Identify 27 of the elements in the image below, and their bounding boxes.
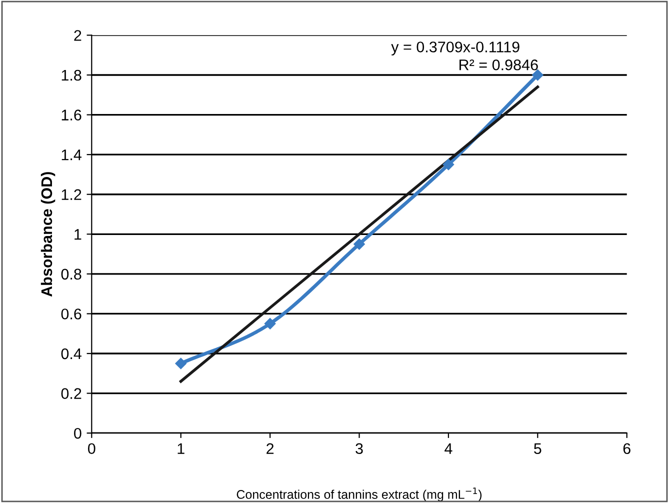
x-tick-label: 2 — [266, 443, 274, 454]
y-tick-label: 0.4 — [61, 348, 82, 360]
x-tick-label: 0 — [88, 443, 96, 454]
point — [175, 358, 186, 370]
annotation: R² = 0.9846 — [460, 59, 538, 70]
point — [532, 69, 544, 81]
y-tick-label: 1 — [74, 229, 82, 240]
x-tick-label: 1 — [178, 443, 184, 454]
point — [264, 318, 276, 330]
annotation: y = 0.3709x-0.1119 — [391, 42, 520, 56]
point — [442, 158, 454, 170]
point — [354, 238, 365, 250]
y-tick-label: 0.2 — [61, 388, 82, 399]
x-axis-title: Concentrations of tannins extract (mg mL$^{−1}$) — [236, 488, 482, 502]
x-tick-label: 3 — [356, 443, 363, 454]
y-axis-title: Absorbance (OD) — [40, 172, 56, 297]
x-tick-label: 6 — [623, 443, 630, 454]
y-tick-label: 0 — [74, 428, 82, 439]
x-tick-label: 4 — [444, 443, 452, 454]
y-tick-label: 1.2 — [62, 189, 82, 200]
x-tick-label: 5 — [534, 443, 542, 454]
y-tick-label: 0.6 — [61, 308, 82, 320]
y-tick-label: 1.4 — [62, 150, 82, 160]
y-tick-label: 0.8 — [61, 268, 82, 280]
y-tick-label: 1.6 — [62, 110, 82, 120]
y-tick-label: 1.8 — [62, 70, 82, 81]
y-tick-label: 2 — [74, 30, 82, 41]
